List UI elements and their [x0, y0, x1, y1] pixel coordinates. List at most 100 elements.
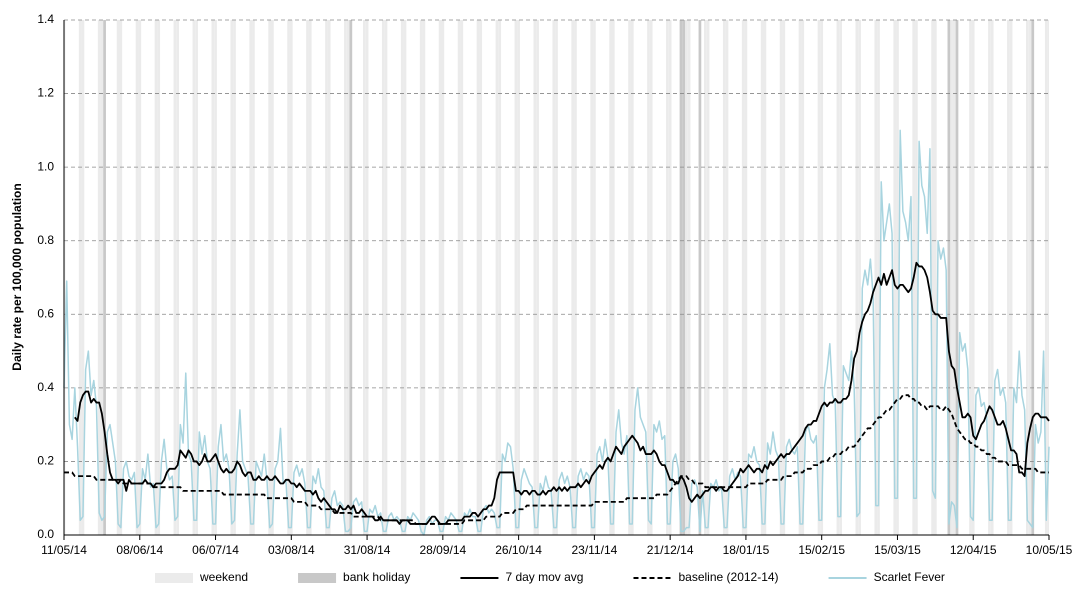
band-bar [517, 20, 520, 535]
band-bar [422, 20, 426, 535]
band-bar [230, 20, 234, 535]
band-bar [915, 20, 918, 535]
band-bar [682, 20, 686, 535]
band-bar [438, 20, 442, 535]
band-bar [81, 20, 85, 535]
band-bar [384, 20, 388, 535]
band-bar [779, 20, 783, 535]
band-bar [760, 20, 764, 535]
legend-label: baseline (2012-14) [678, 570, 778, 584]
band-bar [363, 20, 366, 535]
band-bar [403, 20, 407, 535]
legend-swatch [155, 573, 193, 583]
band-bar [479, 20, 483, 535]
band-bar [533, 20, 537, 535]
band-bar [457, 20, 461, 535]
band-bar [211, 20, 215, 535]
x-tick-label: 08/06/14 [116, 543, 163, 557]
band-bar [855, 20, 859, 535]
band-bar [419, 20, 423, 535]
y-tick-label: 1.4 [37, 12, 54, 26]
band-bar [460, 20, 464, 535]
band-bar [1025, 20, 1029, 535]
y-tick-label: 0.8 [37, 233, 54, 247]
legend-label: weekend [199, 570, 248, 584]
band-bar [327, 20, 331, 535]
x-tick-label: 03/08/14 [268, 543, 315, 557]
x-tick-label: 28/09/14 [419, 543, 466, 557]
band-bar [289, 20, 293, 535]
x-tick-label: 15/03/15 [874, 543, 921, 557]
band-bar [173, 20, 177, 535]
band-bar [344, 20, 347, 535]
band-bar [249, 20, 253, 535]
x-tick-label: 12/04/15 [950, 543, 997, 557]
band-bar [593, 20, 596, 535]
legend-swatch [298, 573, 337, 583]
band-bar [685, 20, 688, 535]
band-bar [381, 20, 385, 535]
band-bar [931, 20, 934, 535]
band-bar [955, 20, 959, 535]
band-bar [195, 20, 198, 535]
band-bar [325, 20, 328, 535]
band-bar [609, 20, 612, 535]
band-bar [138, 20, 142, 535]
band-bar [252, 20, 255, 535]
band-bar [555, 20, 558, 535]
band-bar [647, 20, 650, 535]
band-bar [782, 20, 786, 535]
series-line [64, 394, 1049, 525]
y-axis-title: Daily rate per 100,000 population [10, 183, 24, 370]
band-bar [744, 20, 748, 535]
band-bar [498, 20, 502, 535]
x-tick-label: 26/10/14 [495, 543, 542, 557]
band-bar [611, 20, 615, 535]
band-bar [668, 20, 672, 535]
band-bar [308, 20, 312, 535]
x-tick-label: 31/08/14 [344, 543, 391, 557]
x-tick-label: 21/12/14 [647, 543, 694, 557]
band-bar [741, 20, 745, 535]
band-bar [763, 20, 767, 535]
band-bar [1031, 20, 1035, 535]
band-bar [536, 20, 539, 535]
band-bar [157, 20, 161, 535]
band-bar [628, 20, 631, 535]
band-bar [893, 20, 897, 535]
band-bar [574, 20, 577, 535]
band-bar [969, 20, 972, 535]
band-bar [571, 20, 575, 535]
band-bar [971, 20, 975, 535]
band-bar [119, 20, 123, 535]
band-bar [154, 20, 158, 535]
band-bar [1007, 20, 1010, 535]
band-bar [100, 20, 104, 535]
band-bar [1009, 20, 1013, 535]
y-tick-label: 0.0 [37, 527, 54, 541]
band-bar [896, 20, 899, 535]
band-bar [798, 20, 802, 535]
band-bar [400, 20, 404, 535]
y-tick-label: 0.2 [37, 454, 54, 468]
band-bar [666, 20, 669, 535]
y-tick-label: 1.2 [37, 86, 54, 100]
band-bar [1044, 20, 1048, 535]
band-bar [365, 20, 369, 535]
band-bar [78, 20, 82, 535]
band-bar [192, 20, 196, 535]
band-bar [176, 20, 180, 535]
band-bar [687, 20, 691, 535]
legend-label: bank holiday [343, 570, 410, 584]
band-bar [874, 20, 878, 535]
band-bar [346, 20, 350, 535]
band-bar [268, 20, 272, 535]
band-bar [679, 20, 683, 535]
band-bar [306, 20, 309, 535]
y-tick-label: 1.0 [37, 159, 54, 173]
band-bar [590, 20, 594, 535]
band-bar [349, 20, 353, 535]
band-bar [990, 20, 994, 535]
band-bar [441, 20, 445, 535]
